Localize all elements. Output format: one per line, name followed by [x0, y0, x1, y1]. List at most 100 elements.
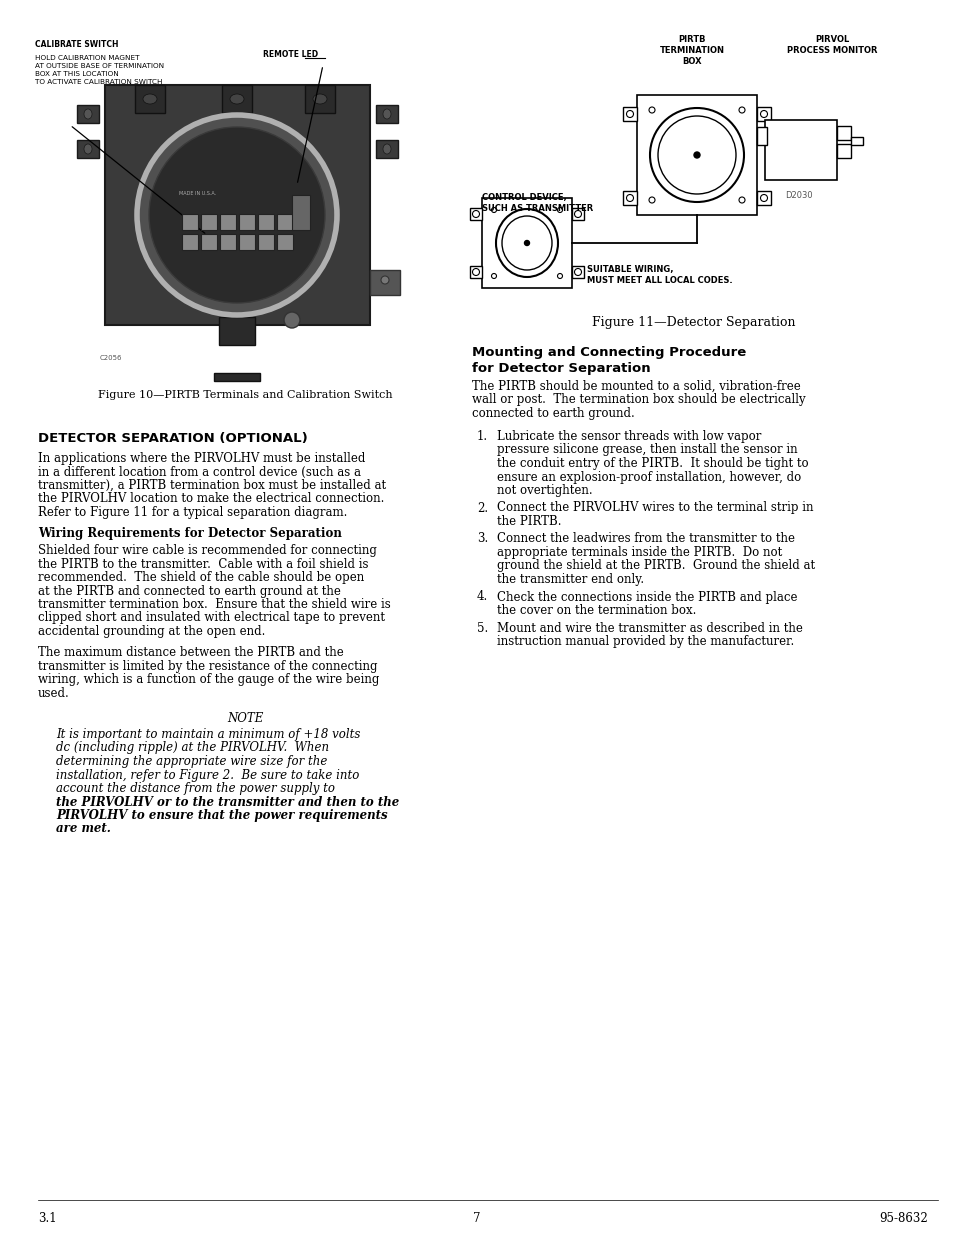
- Text: REMOTE LED: REMOTE LED: [263, 49, 317, 59]
- Text: dc (including ripple) at the PIRVOLHV.  When: dc (including ripple) at the PIRVOLHV. W…: [56, 741, 329, 755]
- Circle shape: [524, 241, 529, 246]
- Ellipse shape: [84, 109, 91, 119]
- Text: DETECTOR SEPARATION (OPTIONAL): DETECTOR SEPARATION (OPTIONAL): [38, 432, 308, 445]
- Bar: [33, 44, 453, 380]
- Text: pressure silicone grease, then install the sensor in: pressure silicone grease, then install t…: [497, 443, 797, 457]
- Bar: [836, 126, 850, 140]
- Text: 5.: 5.: [476, 621, 488, 635]
- Text: HOLD CALIBRATION MAGNET
AT OUTSIDE BASE OF TERMINATION
BOX AT THIS LOCATION
TO A: HOLD CALIBRATION MAGNET AT OUTSIDE BASE …: [35, 56, 164, 85]
- Text: Refer to Figure 11 for a typical separation diagram.: Refer to Figure 11 for a typical separat…: [38, 506, 347, 519]
- Bar: [135, 85, 165, 112]
- Text: the PIRVOLHV or to the transmitter and then to the: the PIRVOLHV or to the transmitter and t…: [56, 795, 399, 809]
- Text: connected to earth ground.: connected to earth ground.: [472, 406, 634, 420]
- Text: PIRVOL
PROCESS MONITOR: PIRVOL PROCESS MONITOR: [786, 35, 877, 56]
- Bar: [637, 95, 757, 215]
- Circle shape: [649, 107, 743, 203]
- Bar: [201, 214, 216, 230]
- Ellipse shape: [313, 94, 327, 104]
- Bar: [105, 85, 370, 325]
- Bar: [622, 107, 637, 121]
- Bar: [375, 140, 397, 158]
- Text: account the distance from the power supply to: account the distance from the power supp…: [56, 782, 335, 795]
- Bar: [572, 207, 583, 220]
- Ellipse shape: [84, 144, 91, 154]
- Bar: [757, 107, 770, 121]
- Circle shape: [739, 198, 744, 203]
- Text: 7: 7: [473, 1212, 480, 1225]
- Text: ground the shield at the PIRTB.  Ground the shield at: ground the shield at the PIRTB. Ground t…: [497, 559, 814, 573]
- Circle shape: [491, 207, 496, 212]
- Text: MADE IN U.S.A.: MADE IN U.S.A.: [179, 191, 216, 196]
- Text: Connect the leadwires from the transmitter to the: Connect the leadwires from the transmitt…: [497, 532, 794, 546]
- Text: Connect the PIRVOLHV wires to the terminal strip in: Connect the PIRVOLHV wires to the termin…: [497, 501, 813, 515]
- Text: used.: used.: [38, 687, 70, 700]
- Bar: [219, 317, 254, 345]
- Text: CALIBRATE SWITCH: CALIBRATE SWITCH: [35, 40, 118, 49]
- Text: the PIRVOLHV location to make the electrical connection.: the PIRVOLHV location to make the electr…: [38, 493, 384, 505]
- Ellipse shape: [501, 216, 552, 270]
- Text: Check the connections inside the PIRTB and place: Check the connections inside the PIRTB a…: [497, 590, 797, 604]
- Text: the cover on the termination box.: the cover on the termination box.: [497, 604, 696, 618]
- Text: the PIRTB.: the PIRTB.: [497, 515, 561, 529]
- Text: Lubricate the sensor threads with low vapor: Lubricate the sensor threads with low va…: [497, 430, 760, 443]
- Ellipse shape: [230, 94, 244, 104]
- Circle shape: [557, 273, 562, 279]
- Text: In applications where the PIRVOLHV must be installed: In applications where the PIRVOLHV must …: [38, 452, 365, 466]
- Circle shape: [137, 115, 336, 315]
- Bar: [77, 140, 99, 158]
- Text: NOTE: NOTE: [227, 713, 263, 725]
- Bar: [220, 233, 235, 249]
- Text: 2.: 2.: [476, 501, 488, 515]
- Bar: [276, 214, 293, 230]
- Text: Mount and wire the transmitter as described in the: Mount and wire the transmitter as descri…: [497, 621, 802, 635]
- Bar: [201, 233, 216, 249]
- Bar: [220, 214, 235, 230]
- Text: not overtighten.: not overtighten.: [497, 484, 592, 496]
- Bar: [77, 105, 99, 124]
- Circle shape: [491, 273, 496, 279]
- Text: 3.1: 3.1: [38, 1212, 56, 1225]
- Text: PIRVOLHV to ensure that the power requirements: PIRVOLHV to ensure that the power requir…: [56, 809, 387, 823]
- Bar: [622, 191, 637, 205]
- Text: Figure 10—PIRTB Terminals and Calibration Switch: Figure 10—PIRTB Terminals and Calibratio…: [97, 390, 392, 400]
- Bar: [182, 214, 198, 230]
- Ellipse shape: [472, 210, 479, 217]
- Text: determining the appropriate wire size for the: determining the appropriate wire size fo…: [56, 755, 327, 768]
- Text: transmitter is limited by the resistance of the connecting: transmitter is limited by the resistance…: [38, 659, 377, 673]
- Bar: [257, 233, 274, 249]
- Circle shape: [284, 312, 299, 329]
- Ellipse shape: [496, 209, 558, 277]
- Bar: [213, 373, 260, 382]
- Ellipse shape: [760, 110, 767, 117]
- Text: appropriate terminals inside the PIRTB.  Do not: appropriate terminals inside the PIRTB. …: [497, 546, 781, 559]
- Bar: [257, 214, 274, 230]
- Bar: [572, 266, 583, 278]
- Circle shape: [693, 152, 700, 158]
- Text: the conduit entry of the PIRTB.  It should be tight to: the conduit entry of the PIRTB. It shoul…: [497, 457, 808, 471]
- Circle shape: [658, 116, 735, 194]
- Circle shape: [557, 207, 562, 212]
- Text: at the PIRTB and connected to earth ground at the: at the PIRTB and connected to earth grou…: [38, 584, 340, 598]
- Text: Mounting and Connecting Procedure: Mounting and Connecting Procedure: [472, 346, 745, 359]
- Circle shape: [380, 275, 389, 284]
- Bar: [764, 120, 836, 180]
- Text: The PIRTB should be mounted to a solid, vibration-free: The PIRTB should be mounted to a solid, …: [472, 379, 800, 393]
- Text: C2056: C2056: [100, 354, 122, 361]
- Text: are met.: are met.: [56, 823, 111, 836]
- Text: 4.: 4.: [476, 590, 488, 604]
- Text: 95-8632: 95-8632: [879, 1212, 927, 1225]
- Text: ensure an explosion-proof installation, however, do: ensure an explosion-proof installation, …: [497, 471, 801, 483]
- Bar: [470, 207, 481, 220]
- Text: PIRTB
TERMINATION
BOX: PIRTB TERMINATION BOX: [659, 35, 723, 67]
- Text: in a different location from a control device (such as a: in a different location from a control d…: [38, 466, 360, 478]
- Bar: [276, 233, 293, 249]
- Ellipse shape: [626, 110, 633, 117]
- Bar: [222, 85, 252, 112]
- Text: The maximum distance between the PIRTB and the: The maximum distance between the PIRTB a…: [38, 646, 343, 659]
- Ellipse shape: [472, 268, 479, 275]
- Bar: [182, 233, 198, 249]
- Ellipse shape: [382, 109, 391, 119]
- Bar: [305, 85, 335, 112]
- Text: Wiring Requirements for Detector Separation: Wiring Requirements for Detector Separat…: [38, 527, 341, 541]
- Text: instruction manual provided by the manufacturer.: instruction manual provided by the manuf…: [497, 635, 794, 648]
